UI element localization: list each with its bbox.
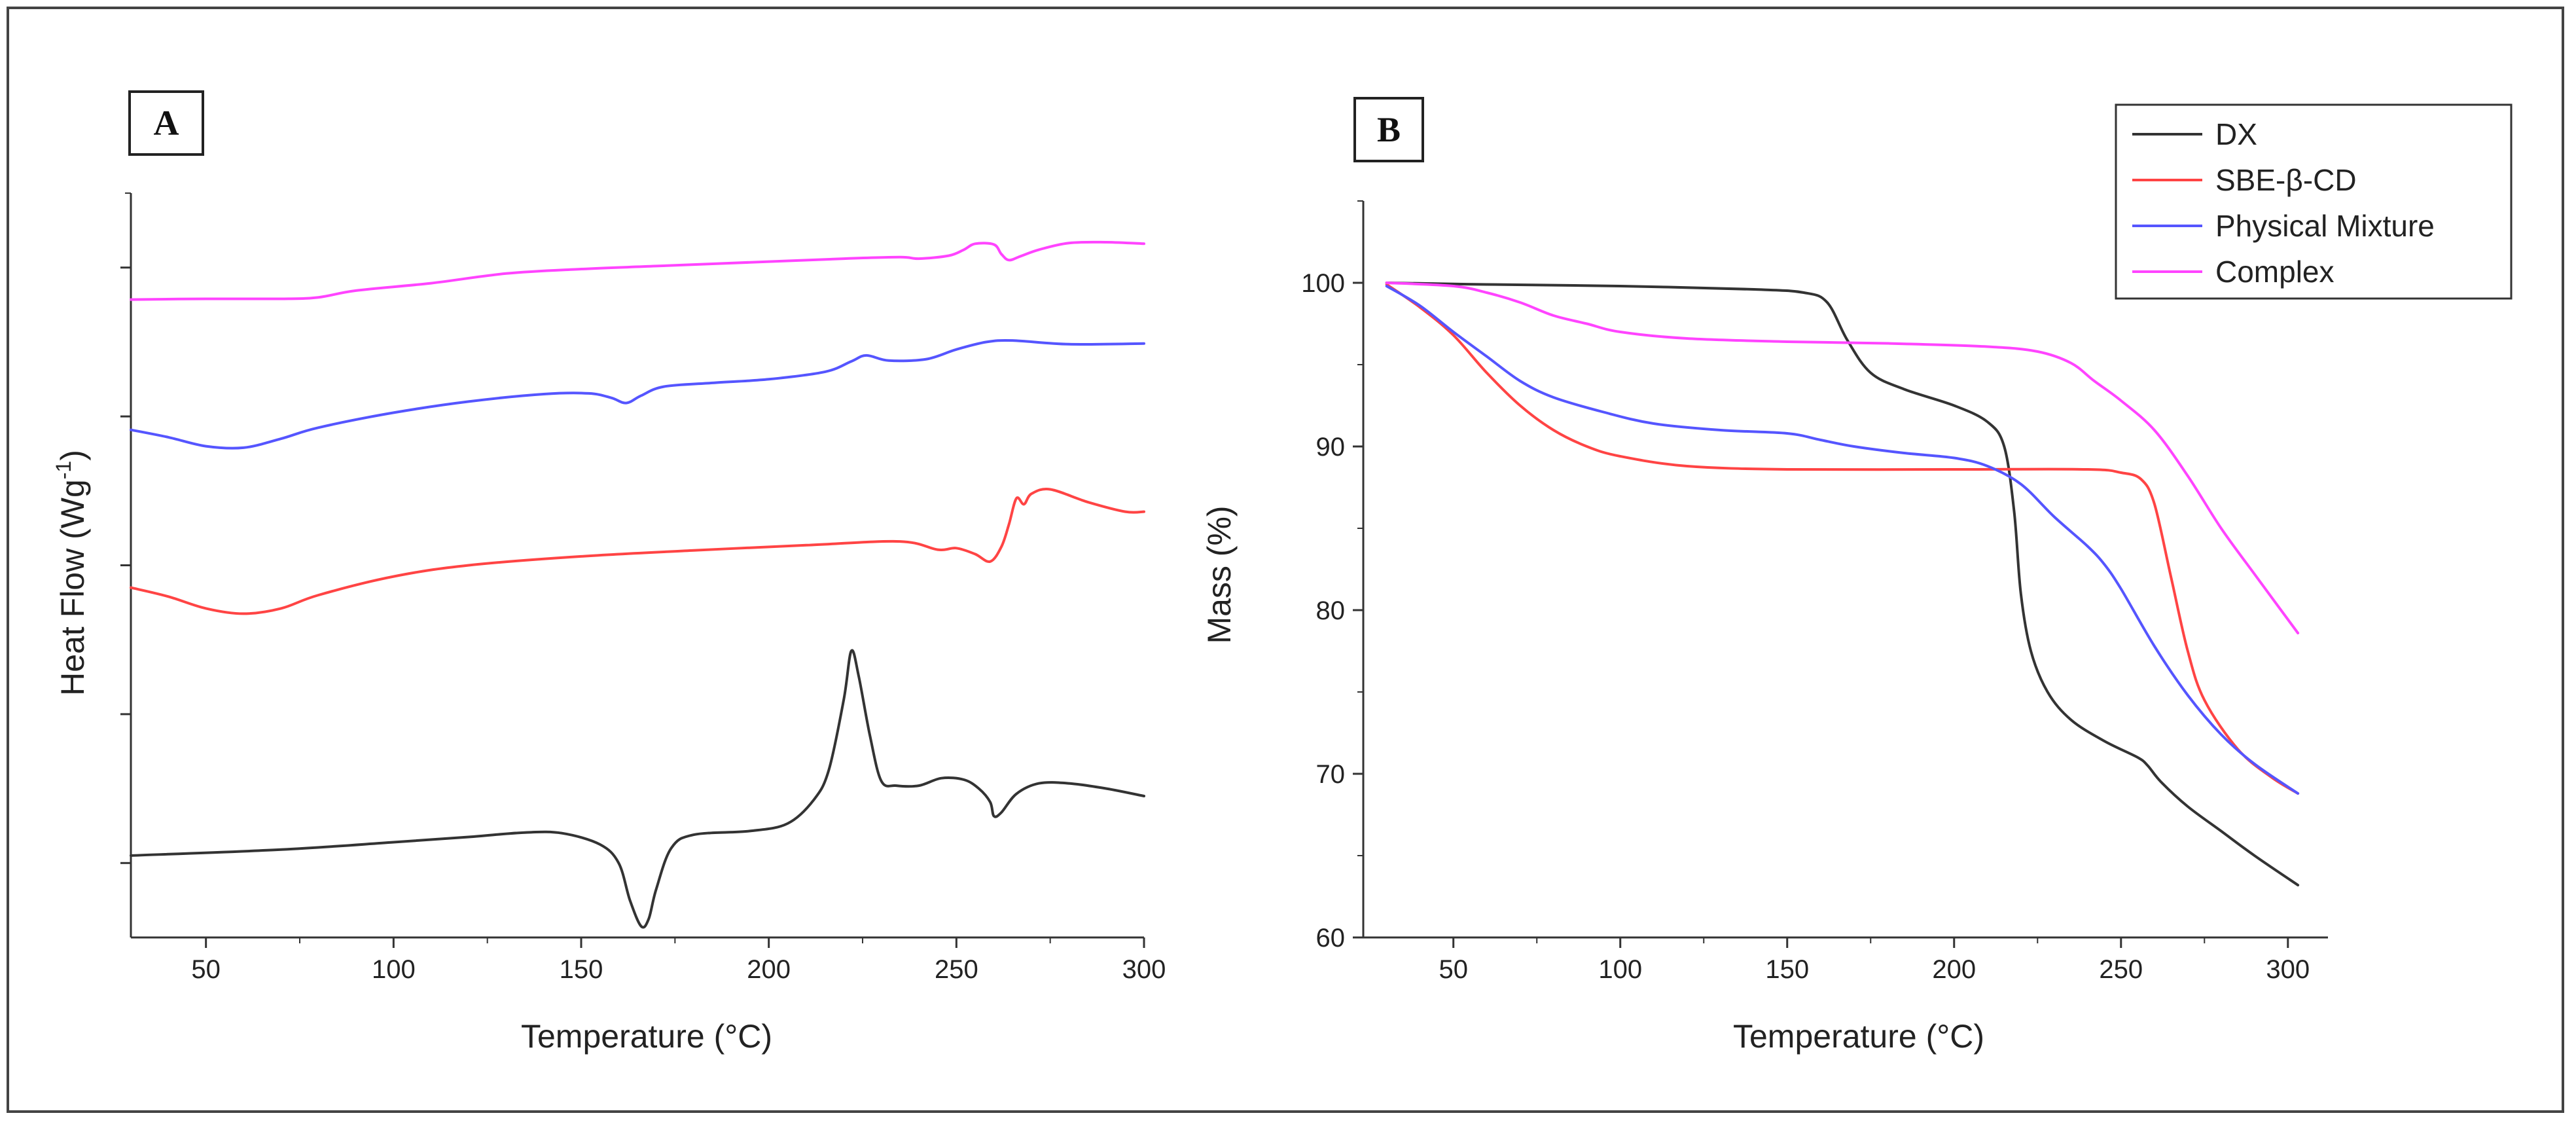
panel-b: B 50 100 150 200 250 300 60 70 80 90 100 Temperatu…	[1201, 97, 2513, 1055]
panel-a-x-tick-label: 250	[935, 955, 978, 984]
panel-b-x-tick-label: 150	[1765, 955, 1809, 984]
legend-label-physical-mixture: Physical Mixture	[2215, 209, 2435, 243]
panel-a-letter-box	[128, 90, 204, 156]
panel-b-series-sbe-cd	[1385, 283, 2300, 795]
panel-a-x-tick-label: 100	[372, 955, 416, 984]
panel-b-ylabel: Mass (%)	[1201, 505, 1238, 644]
panel-b-letter-box	[1353, 97, 1424, 162]
panel-a-xlabel: Temperature (°C)	[521, 1018, 772, 1055]
panel-b-y-tick-label: 100	[1301, 269, 1345, 298]
panel-a-letter: A	[154, 103, 179, 143]
panel-a-series-sbe-cd	[130, 488, 1145, 615]
panel-b-axes: 50 100 150 200 250 300 60 70 80 90 100	[1301, 200, 2328, 984]
panel-a-series-dx	[130, 649, 1145, 929]
panel-b-series-physical-mixture	[1385, 285, 2300, 795]
panel-b-x-tick-label: 200	[1932, 955, 1976, 984]
panel-a-x-tick-label: 300	[1122, 955, 1166, 984]
panel-a-axes: 50 100 150 200 250 300	[120, 192, 1166, 984]
panel-b-series-complex	[1385, 282, 2300, 634]
panel-a-x-tick-label: 200	[747, 955, 791, 984]
panel-a-series-physical-mixture	[130, 338, 1145, 450]
legend-label-sbe-cd: SBE-β-CD	[2215, 163, 2357, 197]
panel-b-x-tick-label: 250	[2099, 955, 2143, 984]
panel-b-series	[1385, 282, 2300, 886]
panel-b-y-tick-label: 60	[1316, 924, 1346, 953]
panel-a-series	[130, 240, 1145, 929]
panel-b-x-tick-label: 100	[1598, 955, 1642, 984]
panel-b-legend: DX SBE-β-CD Physical Mixture Complex	[2115, 103, 2513, 300]
panel-b-y-tick-label: 90	[1316, 433, 1346, 462]
panel-b-xlabel: Temperature (°C)	[1733, 1018, 1984, 1055]
figure-frame	[7, 7, 2564, 1113]
panel-b-letter: B	[1377, 110, 1401, 149]
panel-a-ylabel: Heat Flow (Wg-1)	[52, 450, 91, 696]
panel-b-series-dx	[1385, 282, 2300, 886]
panel-a: A 50 100 150 200 250 300 Temperature (°C) Hea…	[52, 90, 1166, 1055]
panel-b-y-tick-label: 70	[1316, 760, 1346, 789]
panel-b-y-tick-label: 80	[1316, 596, 1346, 625]
panel-a-x-tick-label: 150	[560, 955, 603, 984]
panel-a-ylabel-text: Heat Flow (Wg	[54, 479, 91, 696]
legend-label-complex: Complex	[2215, 255, 2334, 289]
legend-label-dx: DX	[2215, 117, 2257, 151]
panel-b-x-tick-label: 50	[1439, 955, 1468, 984]
panel-a-series-complex	[130, 240, 1145, 301]
panel-b-x-tick-label: 300	[2266, 955, 2310, 984]
panel-a-x-tick-label: 50	[191, 955, 221, 984]
legend-box	[2115, 103, 2513, 300]
panel-a-ylabel-superscript: -1	[52, 461, 75, 479]
